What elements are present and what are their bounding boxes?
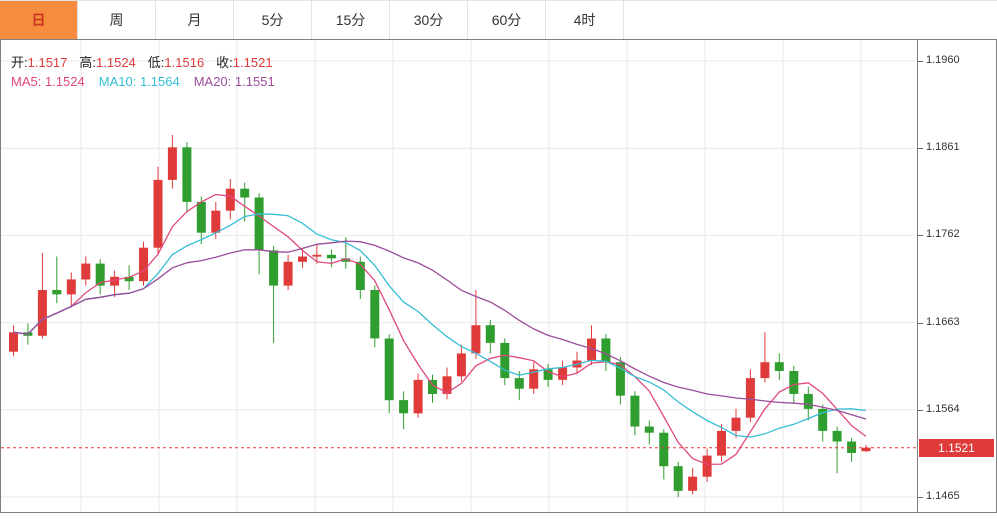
ma20-readout: MA20: 1.1551: [194, 74, 275, 89]
tab-30min-label: 30分: [413, 12, 444, 28]
tab-week-label: 周: [109, 12, 124, 28]
open-label: 开:: [11, 55, 28, 70]
tab-60min-label: 60分: [491, 12, 522, 28]
ma20-label: MA20:: [193, 74, 232, 89]
tab-5min-label: 5分: [261, 12, 284, 28]
axis-tick-label: 1.1663: [926, 315, 960, 328]
axis-tick-label: 1.1564: [926, 402, 960, 415]
price-axis: 1.1521 1.1960 1.1861 1.1762 1.1663 1.1564 1.1…: [917, 40, 996, 512]
axis-tick-mark: [918, 323, 923, 324]
tab-60min[interactable]: 60分: [468, 1, 546, 39]
tab-month[interactable]: 月: [156, 1, 234, 39]
axis-tick-label: 1.1861: [926, 141, 960, 154]
close-label: 收:: [216, 55, 233, 70]
chart-section: 开:1.1517 高:1.1524 低:1.1516 收:1.1521 MA5: 1.…: [0, 39, 997, 513]
tab-day-label: 日: [31, 12, 46, 28]
axis-tick-mark: [918, 148, 923, 149]
tab-4hour-label: 4时: [573, 12, 596, 28]
ohlc-readout: 开:1.1517 高:1.1524 低:1.1516 收:1.1521: [11, 52, 285, 71]
axis-tick-mark: [918, 235, 923, 236]
ma5-readout: MA5: 1.1524: [11, 74, 85, 89]
high-label: 高:: [79, 55, 97, 70]
candlestick-chart[interactable]: [1, 40, 917, 512]
ma10-readout: MA10: 1.1564: [99, 74, 180, 89]
low-label: 低:: [147, 55, 165, 70]
tab-week[interactable]: 周: [78, 1, 156, 39]
tab-15min-label: 15分: [335, 12, 366, 28]
ma5-value: 1.1524: [44, 74, 85, 89]
ma5-label: MA5:: [11, 74, 42, 89]
axis-tick-label: 1.1465: [926, 490, 960, 502]
ma10-value: 1.1564: [139, 74, 180, 89]
high-value: 1.1524: [96, 55, 136, 70]
axis-tick-label: 1.1762: [926, 228, 960, 241]
axis-tick-mark: [918, 61, 923, 62]
ma-readout: MA5: 1.1524 MA10: 1.1564 MA20: 1.1551: [11, 74, 275, 89]
tab-5min[interactable]: 5分: [234, 1, 312, 39]
ma20-value: 1.1551: [234, 74, 275, 89]
ma10-label: MA10:: [98, 74, 137, 89]
axis-tick-mark: [918, 497, 923, 498]
axis-tick-mark: [918, 410, 923, 411]
close-value: 1.1521: [232, 55, 273, 70]
plot-area: 开:1.1517 高:1.1524 低:1.1516 收:1.1521 MA5: 1.…: [1, 40, 917, 512]
open-value: 1.1517: [27, 55, 68, 70]
tab-4hour[interactable]: 4时: [546, 1, 624, 39]
period-tabbar: 日 周 月 5分 15分 30分 60分 4时: [0, 0, 997, 39]
tab-month-label: 月: [187, 12, 202, 28]
tab-day[interactable]: 日: [0, 1, 78, 39]
tab-15min[interactable]: 15分: [312, 1, 390, 39]
tab-30min[interactable]: 30分: [390, 1, 468, 39]
current-price-badge: 1.1521: [919, 439, 994, 457]
axis-tick-label: 1.1960: [926, 54, 960, 66]
low-value: 1.1516: [164, 55, 205, 70]
